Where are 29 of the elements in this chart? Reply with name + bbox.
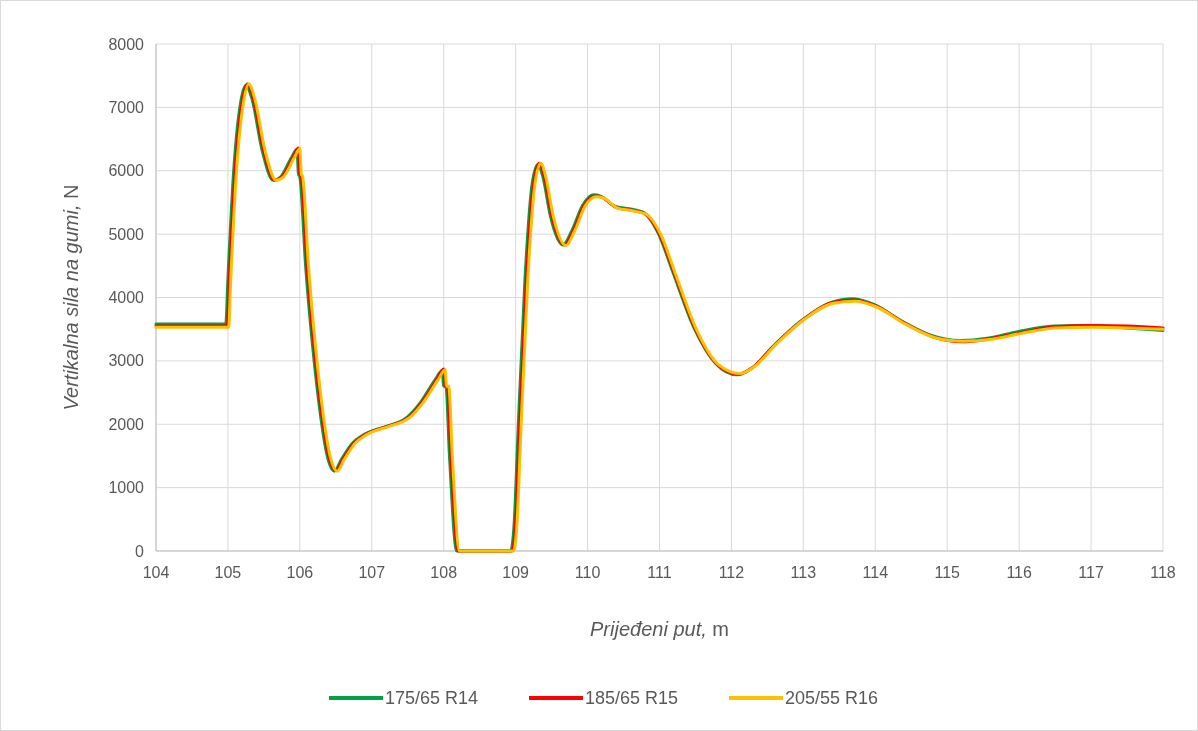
y-tick-label: 3000 xyxy=(108,352,145,370)
y-tick-label: 0 xyxy=(135,542,145,560)
y-tick-label: 8000 xyxy=(108,35,145,53)
x-tick-label: 117 xyxy=(1078,564,1104,581)
legend-label: 185/65 R15 xyxy=(585,688,679,709)
y-tick-label: 5000 xyxy=(108,225,145,243)
x-tick-label: 114 xyxy=(862,564,889,581)
x-tick-label: 105 xyxy=(214,564,242,581)
x-tick-label: 115 xyxy=(934,564,961,581)
y-tick-label: 7000 xyxy=(108,98,145,116)
y-tick-label: 6000 xyxy=(108,162,145,180)
x-tick-label: 116 xyxy=(1006,564,1032,581)
x-tick-label: 106 xyxy=(286,564,314,581)
y-axis-title: Vertikalna sila na gumi, N xyxy=(60,184,82,411)
x-tick-label: 104 xyxy=(142,564,170,581)
x-tick-label: 113 xyxy=(790,564,817,581)
x-tick-label: 107 xyxy=(358,564,386,581)
legend-label: 175/65 R14 xyxy=(385,688,479,709)
y-tick-label: 1000 xyxy=(108,479,145,497)
x-tick-label: 111 xyxy=(647,564,672,581)
y-tick-label: 2000 xyxy=(108,415,145,433)
y-tick-label: 4000 xyxy=(108,289,145,307)
x-tick-label: 112 xyxy=(718,564,745,581)
x-tick-label: 118 xyxy=(1150,564,1176,581)
legend-label: 205/55 R16 xyxy=(785,688,879,709)
x-axis-title: Prijeđeni put, m xyxy=(590,618,729,640)
x-tick-label: 108 xyxy=(430,564,458,581)
x-tick-label: 110 xyxy=(574,564,601,581)
x-tick-label: 109 xyxy=(502,564,530,581)
